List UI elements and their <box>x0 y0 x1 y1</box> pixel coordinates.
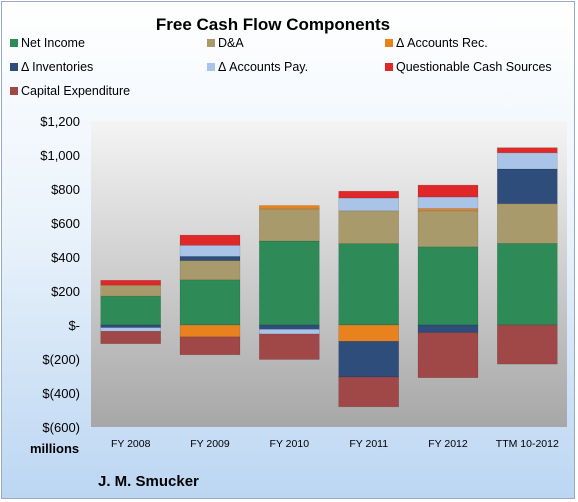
bar-d-a-ttm-10-2012 <box>496 203 558 244</box>
bar-accounts-rec-fy-2010 <box>258 205 320 210</box>
legend-label-capital-expenditure: Capital Expenditure <box>21 84 130 98</box>
legend-swatch-accounts-rec <box>385 39 393 47</box>
bar-questionable-cash-sources-fy-2008 <box>100 279 161 286</box>
bar-questionable-cash-sources-fy-2011 <box>338 190 400 199</box>
legend-label-questionable-cash-sources: Questionable Cash Sources <box>396 60 552 74</box>
bar-questionable-cash-sources-fy-2012 <box>417 184 479 198</box>
x-tick-label: FY 2008 <box>111 438 151 450</box>
legend-label-d-a: D&A <box>218 36 244 50</box>
bar-net-income-ttm-10-2012 <box>496 243 558 326</box>
legend-swatch-capital-expenditure <box>10 87 18 95</box>
bar-d-a-fy-2010 <box>258 208 320 242</box>
y-tick-label: $(400) <box>42 386 80 401</box>
bar-questionable-cash-sources-fy-2009 <box>179 234 241 246</box>
bar-capital-expenditure-fy-2008 <box>100 330 161 344</box>
y-tick-label: $400 <box>51 250 80 265</box>
x-tick-label: FY 2012 <box>428 438 468 450</box>
bar-inventories-fy-2009 <box>179 256 241 261</box>
units-label: millions <box>30 441 79 456</box>
legend-swatch-accounts-pay <box>207 63 215 71</box>
bar-net-income-fy-2010 <box>258 240 320 326</box>
bar-accounts-rec-fy-2009 <box>179 324 241 338</box>
bar-inventories-fy-2012 <box>417 324 479 333</box>
chart-title: Free Cash Flow Components <box>156 15 390 34</box>
bar-accounts-pay-fy-2010 <box>258 328 320 335</box>
legend-label-net-income: Net Income <box>21 36 85 50</box>
y-tick-label: $1,000 <box>40 148 80 163</box>
bar-capital-expenditure-ttm-10-2012 <box>496 324 558 365</box>
bar-capital-expenditure-fy-2009 <box>179 336 241 356</box>
legend-swatch-questionable-cash-sources <box>385 63 393 71</box>
legend-swatch-net-income <box>10 39 18 47</box>
legend-label-inventories: Δ Inventories <box>21 60 93 74</box>
x-axis: FY 2008 FY 2009 FY 2010 FY 2011 FY 2012 TTM 1… <box>111 438 559 450</box>
bars-group <box>100 147 558 408</box>
y-tick-label: $1,200 <box>40 114 80 129</box>
bar-accounts-pay-fy-2009 <box>179 245 241 257</box>
bar-capital-expenditure-fy-2012 <box>417 332 479 379</box>
bar-net-income-fy-2008 <box>100 295 161 326</box>
y-tick-label: $(200) <box>42 352 80 367</box>
legend-label-accounts-rec: Δ Accounts Rec. <box>396 36 488 50</box>
y-tick-label: $800 <box>51 182 80 197</box>
x-tick-label: FY 2010 <box>270 438 310 450</box>
bar-accounts-rec-fy-2012 <box>417 208 479 212</box>
bar-net-income-fy-2012 <box>417 246 479 326</box>
bar-net-income-fy-2011 <box>338 243 400 326</box>
bar-d-a-fy-2008 <box>100 284 161 297</box>
bar-capital-expenditure-fy-2011 <box>338 376 400 408</box>
y-tick-label: $- <box>68 318 80 333</box>
y-axis: $1,200 $1,000 $800 $600 $400 $200 $- $(200) $(40… <box>40 114 80 435</box>
bar-capital-expenditure-fy-2010 <box>258 333 320 360</box>
bar-accounts-pay-ttm-10-2012 <box>496 152 558 170</box>
bar-accounts-pay-fy-2008 <box>100 327 161 332</box>
legend-swatch-d-a <box>207 39 215 47</box>
plot-area <box>91 121 567 427</box>
legend-swatch-inventories <box>10 63 18 71</box>
x-tick-label: FY 2009 <box>190 438 230 450</box>
bar-accounts-pay-fy-2012 <box>417 196 479 209</box>
bar-d-a-fy-2009 <box>179 260 241 281</box>
y-tick-label: $(600) <box>42 420 80 435</box>
bar-accounts-pay-fy-2011 <box>338 197 400 212</box>
bar-d-a-fy-2011 <box>338 210 400 244</box>
company-name: J. M. Smucker <box>98 473 199 490</box>
bar-inventories-ttm-10-2012 <box>496 168 558 204</box>
x-tick-label: TTM 10-2012 <box>496 438 559 450</box>
legend: Net Income D&A Δ Accounts Rec. Δ Inventorie… <box>10 36 552 98</box>
bar-net-income-fy-2009 <box>179 279 241 326</box>
legend-label-accounts-pay: Δ Accounts Pay. <box>218 60 308 74</box>
x-tick-label: FY 2011 <box>349 438 388 450</box>
bar-d-a-fy-2012 <box>417 210 479 248</box>
bar-inventories-fy-2011 <box>338 340 400 378</box>
bar-inventories-fy-2008 <box>100 324 161 328</box>
y-tick-label: $200 <box>51 284 80 299</box>
bar-accounts-rec-fy-2011 <box>338 324 400 342</box>
bar-questionable-cash-sources-ttm-10-2012 <box>496 147 558 154</box>
bar-inventories-fy-2010 <box>258 324 320 330</box>
y-tick-label: $600 <box>51 216 80 231</box>
